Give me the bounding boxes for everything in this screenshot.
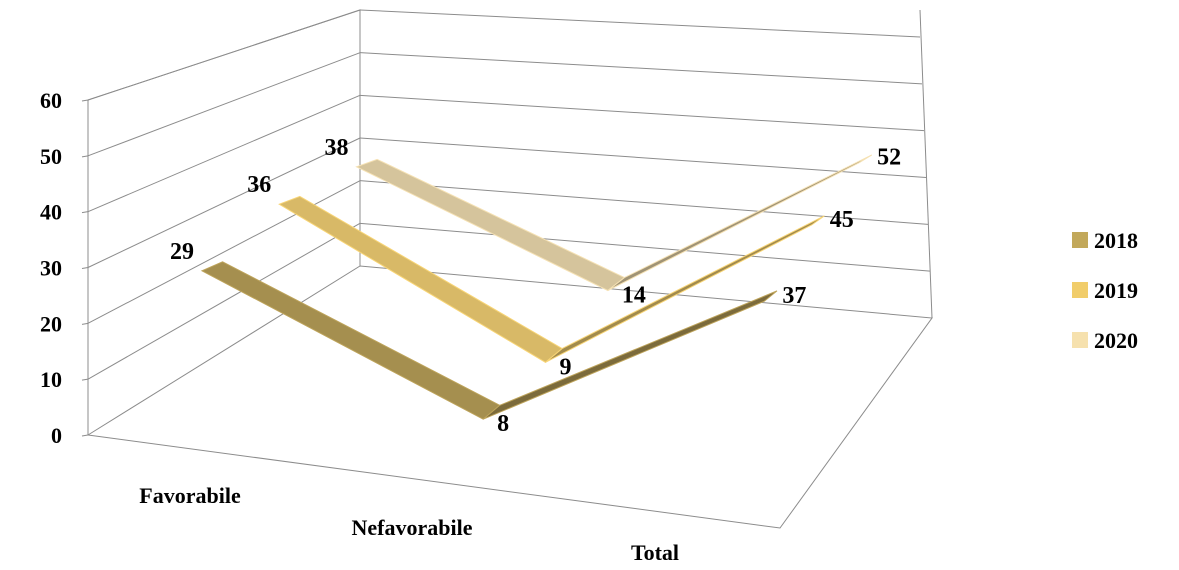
gridline-back bbox=[359, 94, 925, 132]
back-wall-edge bbox=[919, 9, 933, 319]
y-tick-mark bbox=[81, 378, 89, 381]
series-2020-segment bbox=[607, 154, 873, 291]
legend-label-2020: 2020 bbox=[1094, 328, 1138, 353]
series-2018-segment bbox=[482, 290, 778, 420]
data-label-2019: 45 bbox=[830, 207, 854, 233]
data-label-2020: 14 bbox=[622, 283, 646, 309]
y-tick-mark bbox=[81, 155, 89, 158]
gridline-back bbox=[359, 180, 929, 225]
category-label: Nefavorabile bbox=[352, 515, 473, 540]
data-label-2019: 9 bbox=[559, 354, 571, 380]
gridline-left bbox=[87, 9, 361, 101]
y-tick-mark bbox=[81, 322, 89, 325]
data-label-2018: 29 bbox=[170, 239, 194, 265]
chart-walls bbox=[81, 9, 933, 529]
gridline-back bbox=[359, 222, 931, 272]
legend-label-2018: 2018 bbox=[1094, 228, 1138, 253]
data-label-2018: 8 bbox=[497, 411, 509, 437]
category-label: Total bbox=[631, 540, 679, 565]
y-tick-mark bbox=[81, 99, 89, 102]
legend-swatch-2019 bbox=[1072, 282, 1088, 298]
gridline-left bbox=[87, 52, 361, 157]
legend-swatch-2018 bbox=[1072, 232, 1088, 248]
y-axis-ticks: 0 10 20 30 40 50 60 bbox=[40, 88, 62, 448]
category-labels: Favorabile Nefavorabile Total bbox=[139, 483, 679, 565]
y-tick-mark bbox=[81, 434, 89, 437]
legend: 2018 2019 2020 bbox=[1072, 228, 1138, 353]
gridline-back bbox=[359, 137, 927, 178]
series-2019-segment bbox=[278, 195, 563, 363]
y-tick-label: 10 bbox=[40, 367, 62, 392]
data-label-2020: 52 bbox=[877, 145, 901, 171]
gridline-back bbox=[359, 52, 923, 85]
data-labels: 29 8 37 36 9 45 38 14 52 bbox=[170, 135, 901, 437]
y-tick-label: 30 bbox=[40, 256, 62, 281]
y-tick-label: 40 bbox=[40, 200, 62, 225]
gridline-left bbox=[87, 180, 361, 324]
gridline-left bbox=[87, 94, 361, 213]
series-2019-segment bbox=[545, 215, 825, 363]
y-tick-mark bbox=[81, 211, 89, 214]
data-label-2018: 37 bbox=[782, 283, 806, 309]
y-tick-label: 0 bbox=[51, 423, 62, 448]
gridline-left bbox=[87, 137, 361, 268]
gridline-left bbox=[87, 222, 361, 380]
y-tick-mark bbox=[81, 267, 89, 269]
gridline-back bbox=[359, 9, 921, 38]
data-label-2020: 38 bbox=[325, 135, 349, 161]
y-tick-label: 20 bbox=[40, 311, 62, 336]
y-tick-label: 60 bbox=[40, 88, 62, 113]
legend-label-2019: 2019 bbox=[1094, 278, 1138, 303]
series-ribbons bbox=[200, 154, 873, 420]
category-label: Favorabile bbox=[139, 483, 241, 508]
series-2018-segment bbox=[200, 261, 501, 420]
legend-swatch-2020 bbox=[1072, 332, 1088, 348]
data-label-2019: 36 bbox=[247, 172, 271, 198]
y-tick-label: 50 bbox=[40, 144, 62, 169]
